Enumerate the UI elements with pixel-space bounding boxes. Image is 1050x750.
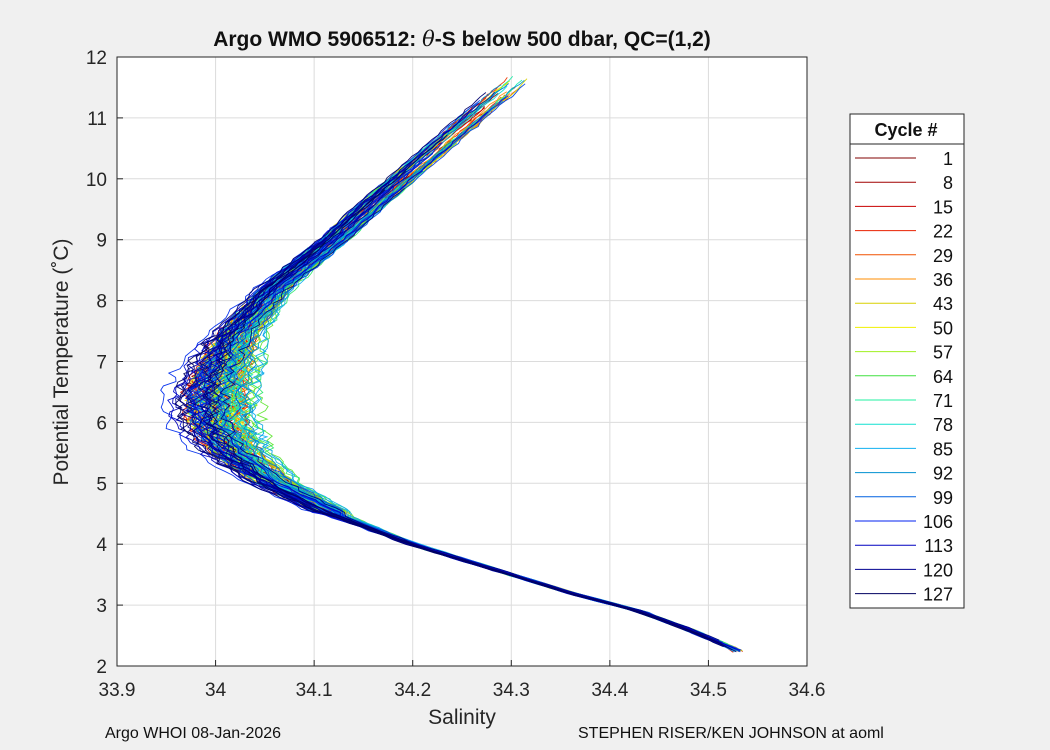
legend: Cycle # 18152229364350576471788592991061…	[849, 113, 965, 609]
x-axis-label: Salinity	[428, 706, 496, 729]
profile-line-cycle-129	[208, 242, 737, 653]
y-tick-label: 7	[96, 353, 107, 374]
legend-label: 78	[933, 415, 953, 435]
legend-label: 29	[933, 246, 953, 266]
legend-label: 22	[933, 222, 953, 242]
legend-label: 15	[933, 197, 953, 217]
legend-title: Cycle #	[874, 120, 937, 140]
legend-label: 36	[933, 270, 953, 290]
y-tick-label: 5	[96, 474, 107, 495]
legend-label: 8	[943, 173, 953, 193]
profile-line-cycle-125	[219, 187, 720, 641]
legend-label: 120	[923, 560, 953, 580]
legend-label: 1	[943, 149, 953, 169]
legend-label: 106	[923, 512, 953, 532]
y-tick-label: 11	[87, 109, 107, 130]
legend-label: 127	[923, 585, 953, 605]
y-tick-label: 10	[86, 170, 107, 191]
legend-label: 50	[933, 318, 953, 338]
x-tick-label: 34.2	[394, 680, 431, 701]
legend-label: 64	[933, 367, 953, 387]
x-tick-label: 34.6	[789, 680, 826, 701]
y-tick-label: 3	[96, 596, 107, 617]
x-tick-label: 34	[205, 680, 227, 701]
profile-line-cycle-130	[174, 134, 727, 647]
legend-label: 57	[933, 343, 953, 363]
chart-title: Argo WMO 5906512: θ-S below 500 dbar, QC…	[213, 27, 711, 51]
x-tick-label: 34.5	[690, 680, 727, 701]
y-tick-label: 8	[96, 292, 107, 313]
y-axis-label: Potential Temperature (˚C)	[50, 238, 73, 485]
y-tick-label: 9	[96, 231, 107, 252]
legend-label: 43	[933, 294, 953, 314]
x-tick-label: 33.9	[99, 680, 136, 701]
legend-label: 113	[924, 536, 953, 556]
legend-label: 92	[933, 464, 953, 484]
x-tick-label: 34.3	[493, 680, 530, 701]
legend-label: 85	[933, 439, 953, 459]
y-tick-label: 4	[96, 535, 107, 556]
legend-items: 1 8 15 22 29 36 43 50 57 64 71 78 85 92 99 106 113 120 127	[855, 149, 953, 605]
y-tick-labels: 2 3 4 5 6 7 8 9 10 11 12	[86, 48, 123, 678]
x-tick-label: 34.1	[296, 680, 333, 701]
legend-label: 99	[933, 488, 953, 508]
footer-left: Argo WHOI 08-Jan-2026	[105, 725, 282, 742]
y-tick-label: 2	[96, 657, 107, 678]
footer-right: STEPHEN RISER/KEN JOHNSON at aoml	[578, 725, 884, 742]
x-tick-label: 34.4	[591, 680, 628, 701]
x-tick-labels: 33.9 34 34.1 34.2 34.3 34.4 34.5 34.6	[99, 660, 826, 701]
legend-box	[849, 113, 965, 609]
legend-label: 71	[933, 391, 953, 411]
y-tick-label: 12	[86, 48, 107, 69]
profile-line-cycle-128	[176, 92, 724, 648]
profile-lines	[160, 76, 744, 653]
y-tick-label: 6	[96, 413, 107, 434]
